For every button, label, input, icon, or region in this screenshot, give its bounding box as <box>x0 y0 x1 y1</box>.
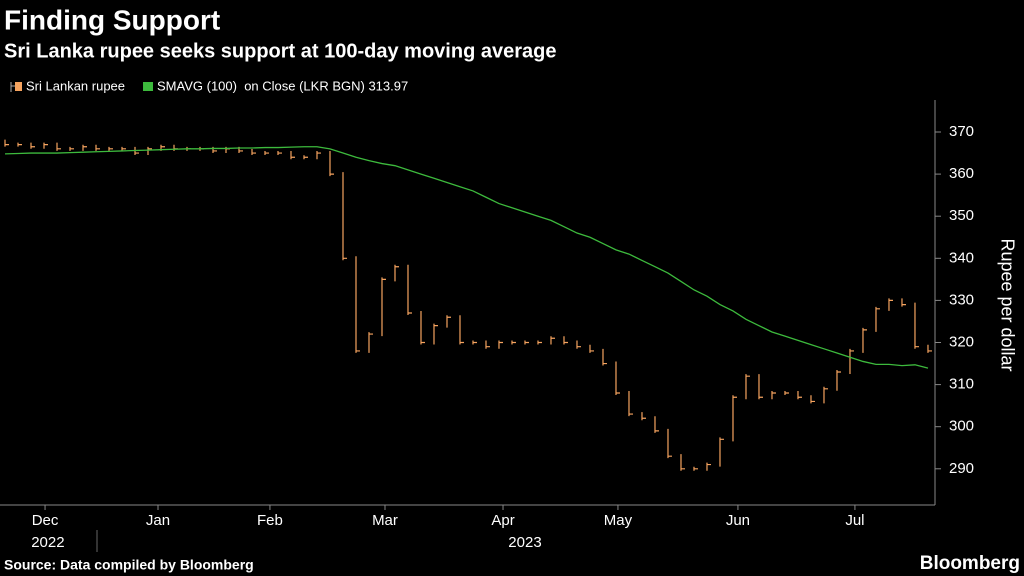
chart-subtitle: Sri Lanka rupee seeks support at 100-day… <box>4 40 556 62</box>
price-bar <box>615 361 620 396</box>
brand: Bloomberg <box>920 553 1020 574</box>
price-bar <box>745 374 750 400</box>
y-tick-label: 290 <box>949 460 974 477</box>
price-bar <box>927 344 932 353</box>
price-bar <box>836 369 841 391</box>
year-label: 2022 <box>31 534 64 551</box>
legend-swatch <box>15 82 22 91</box>
price-bar <box>290 151 295 160</box>
price-bar <box>368 332 373 353</box>
price-bar <box>641 412 646 421</box>
legend-label: SMAVG (100) on Close (LKR BGN) 313.97 <box>157 78 408 93</box>
price-bar <box>95 144 101 151</box>
price-bar <box>82 144 88 151</box>
x-tick-label: Dec <box>32 512 59 529</box>
x-tick-label: Jan <box>146 512 170 529</box>
price-bar <box>602 348 607 366</box>
price-bar <box>875 306 880 332</box>
price-bar <box>147 146 153 156</box>
price-bar <box>758 374 763 400</box>
price-bar <box>810 395 815 404</box>
price-bar <box>784 391 789 396</box>
price-bar <box>472 340 477 345</box>
price-bar <box>459 315 464 345</box>
price-bar <box>563 336 568 345</box>
price-bar <box>511 340 516 345</box>
y-tick-label: 370 <box>949 123 974 140</box>
chart-title: Finding Support <box>4 4 220 35</box>
price-bar <box>329 151 334 177</box>
price-bar <box>576 340 581 349</box>
price-bar <box>628 391 633 417</box>
price-bar <box>394 264 399 282</box>
price-bar <box>121 146 127 151</box>
price-bar <box>69 146 75 151</box>
price-bar <box>797 391 802 400</box>
price-bar <box>654 416 659 433</box>
price-bar <box>212 146 217 153</box>
price-bar <box>303 155 308 160</box>
price-bar <box>251 148 256 156</box>
price-bar <box>914 302 919 349</box>
x-tick-label: Mar <box>372 512 398 529</box>
x-tick-label: Jun <box>726 512 750 529</box>
price-bar <box>316 151 321 160</box>
price-bar <box>108 146 114 151</box>
price-bar <box>420 311 425 345</box>
year-label: 2023 <box>508 534 541 551</box>
price-bar <box>433 323 438 345</box>
y-tick-label: 300 <box>949 418 974 435</box>
moving-average-line <box>4 146 929 369</box>
y-tick-label: 310 <box>949 376 974 393</box>
price-bar <box>888 298 893 311</box>
price-bar <box>30 142 36 149</box>
price-bar <box>849 348 854 374</box>
price-bar <box>706 462 711 471</box>
price-bar <box>901 298 906 307</box>
price-bar <box>17 142 23 147</box>
price-bar <box>56 142 62 151</box>
y-axis-label: Rupee per dollar <box>997 238 1017 371</box>
y-tick-label: 360 <box>949 165 974 182</box>
price-bar <box>524 340 529 345</box>
y-tick-label: 350 <box>949 207 974 224</box>
price-bar <box>381 277 386 337</box>
price-bar <box>680 454 685 471</box>
price-bar <box>862 327 867 353</box>
price-bar <box>277 151 282 156</box>
price-bar <box>589 344 594 353</box>
legend-swatch <box>143 82 154 91</box>
price-bar <box>485 340 490 349</box>
x-tick-label: Apr <box>491 512 514 529</box>
price-bar <box>537 340 542 345</box>
price-bar <box>173 144 178 151</box>
price-bar <box>407 264 412 316</box>
price-bar <box>4 139 10 147</box>
price-bar <box>342 172 347 261</box>
x-tick-label: Feb <box>257 512 283 529</box>
y-tick-label: 320 <box>949 333 974 350</box>
y-tick-label: 330 <box>949 291 974 308</box>
price-bar <box>355 256 360 353</box>
y-tick-label: 340 <box>949 249 974 266</box>
price-bar <box>667 428 672 459</box>
legend-swatch <box>10 82 15 92</box>
price-bar <box>550 336 555 345</box>
x-tick-label: Jul <box>845 512 864 529</box>
legend-label: Sri Lankan rupee <box>26 78 125 93</box>
x-tick-label: May <box>604 512 633 529</box>
price-bar <box>43 142 49 149</box>
price-bar <box>446 315 451 328</box>
price-bar <box>498 340 503 349</box>
price-bar <box>693 466 698 471</box>
price-bar <box>719 437 724 467</box>
price-bar <box>771 391 776 400</box>
price-bar <box>823 386 828 404</box>
source: Source: Data compiled by Bloomberg <box>4 557 254 573</box>
price-bar <box>264 151 269 156</box>
price-bar <box>732 395 737 442</box>
